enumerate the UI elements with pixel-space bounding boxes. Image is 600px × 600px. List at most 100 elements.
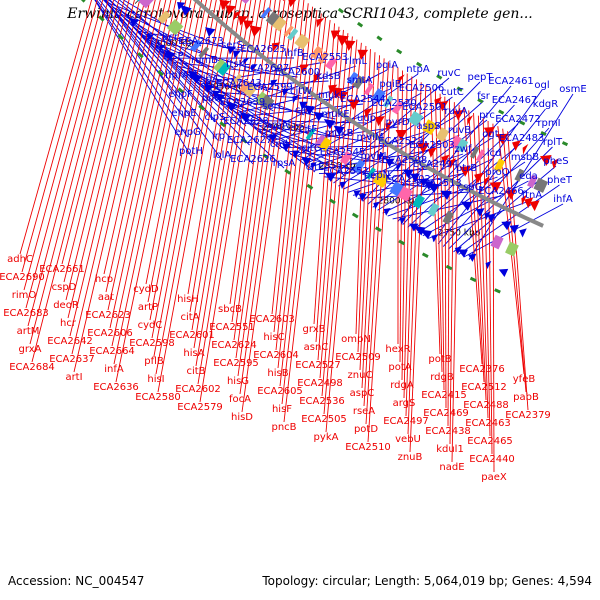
forward-feature	[409, 223, 419, 232]
forward-connector	[248, 123, 371, 143]
rna-feature	[243, 82, 258, 98]
reverse-gene-label: rseA	[353, 406, 375, 417]
forward-gene-label: ECA2673	[178, 36, 224, 47]
reverse-gene-label: ECA2536	[299, 396, 345, 407]
reverse-gene-label: ECA2505	[301, 414, 347, 425]
forward-gene-label: ECA2552	[323, 166, 369, 177]
reverse-connector	[233, 0, 281, 341]
forward-feature	[485, 260, 492, 270]
gc-dash	[117, 33, 125, 41]
gc-dash	[351, 212, 359, 219]
reverse-connector	[321, 36, 353, 397]
forward-gene-label: fsr	[477, 91, 491, 102]
forward-feature	[251, 64, 258, 72]
reverse-connector	[231, 0, 276, 323]
reverse-connector	[69, 0, 151, 337]
reverse-connector	[115, 0, 197, 383]
reverse-gene-label: ECA2606	[87, 328, 133, 339]
forward-gene-label: rpsA	[273, 158, 296, 169]
forward-feature	[399, 216, 407, 225]
forward-connector	[122, 0, 202, 47]
forward-gene-label: serS	[221, 40, 243, 51]
gc-dash	[477, 98, 484, 104]
gc-dash	[262, 153, 270, 160]
reverse-connector	[149, 0, 212, 321]
forward-gene-label: mviM	[356, 132, 383, 143]
accession-label: Accession: NC_004547	[8, 574, 145, 588]
forward-feature	[180, 4, 192, 16]
reverse-gene-label: potB	[428, 354, 451, 365]
forward-gene-label: citW	[290, 86, 312, 97]
forward-feature	[227, 46, 237, 55]
reverse-connector	[403, 76, 413, 399]
forward-gene-label: clpA	[197, 74, 219, 85]
forward-connector	[252, 126, 374, 162]
forward-gene-label: citE	[306, 162, 325, 173]
reverse-connector	[275, 6, 314, 351]
forward-feature	[358, 193, 367, 202]
forward-feature	[282, 88, 290, 97]
forward-connector	[116, 10, 240, 89]
forward-connector	[96, 0, 185, 119]
reverse-gene-label: ECA2510	[345, 442, 391, 453]
reverse-gene-label: hcp	[95, 274, 113, 285]
forward-gene-label: pyrD	[385, 117, 409, 128]
forward-connector	[94, 0, 192, 157]
reverse-gene-label: artP	[138, 302, 158, 313]
forward-gene-label: ECA2513	[416, 178, 462, 189]
rna-feature	[310, 45, 324, 60]
reverse-gene-label: ECA2623	[85, 310, 131, 321]
forward-connector	[402, 104, 515, 225]
reverse-connector	[151, 0, 217, 339]
forward-gene-label: potH	[179, 146, 203, 157]
rna-feature	[198, 46, 210, 59]
reverse-connector	[271, 0, 305, 315]
forward-gene-label: msbB	[511, 152, 539, 163]
reverse-feature	[348, 99, 360, 110]
forward-feature	[454, 246, 462, 255]
forward-gene-label: ptrB	[456, 163, 477, 174]
forward-feature	[468, 253, 477, 262]
forward-gene-label: ECA2506	[399, 83, 445, 94]
reverse-feature	[271, 42, 281, 52]
reverse-feature	[551, 158, 559, 170]
reverse-gene-label: citA	[180, 312, 199, 323]
forward-gene-label: ECA2625	[240, 44, 286, 55]
forward-gene-label: citF	[299, 124, 317, 135]
kbp-tick	[292, 125, 300, 135]
reverse-connector	[281, 16, 327, 405]
reverse-gene-label: hisD	[231, 412, 253, 423]
gc-dash	[157, 69, 164, 77]
forward-connector	[280, 145, 402, 148]
reverse-connector	[319, 33, 349, 379]
reverse-connector	[361, 55, 381, 389]
reverse-gene-label: sbcB	[218, 304, 242, 315]
reverse-connector	[317, 29, 344, 361]
reverse-gene-label: hisH	[177, 294, 199, 305]
rna-feature	[213, 58, 226, 72]
gc-dash	[80, 0, 86, 3]
rna-feature	[470, 146, 480, 159]
forward-gene-label: ogl	[534, 80, 549, 91]
reverse-gene-label: ECA2509	[335, 352, 381, 363]
gc-dash	[540, 130, 547, 137]
reverse-gene-label: ECA2469	[423, 408, 469, 419]
reverse-gene-label: deoR	[53, 300, 79, 311]
reverse-connector	[103, 0, 167, 275]
rna-feature	[260, 7, 272, 19]
forward-feature	[460, 201, 473, 211]
rna-feature	[365, 167, 376, 180]
rna-feature	[490, 234, 504, 250]
forward-gene-label: ftnA	[522, 190, 543, 201]
forward-gene-label: ECA2461	[488, 76, 534, 87]
reverse-gene-label: ECA2690	[0, 272, 45, 283]
forward-feature	[188, 70, 198, 80]
gc-dash	[519, 120, 526, 126]
forward-feature	[324, 172, 336, 182]
reverse-connector	[241, 0, 300, 413]
forward-feature	[270, 79, 278, 88]
rna-feature	[412, 194, 425, 209]
forward-gene-label: ehpF	[168, 89, 193, 100]
reverse-connector	[315, 26, 340, 343]
forward-feature	[313, 111, 325, 122]
